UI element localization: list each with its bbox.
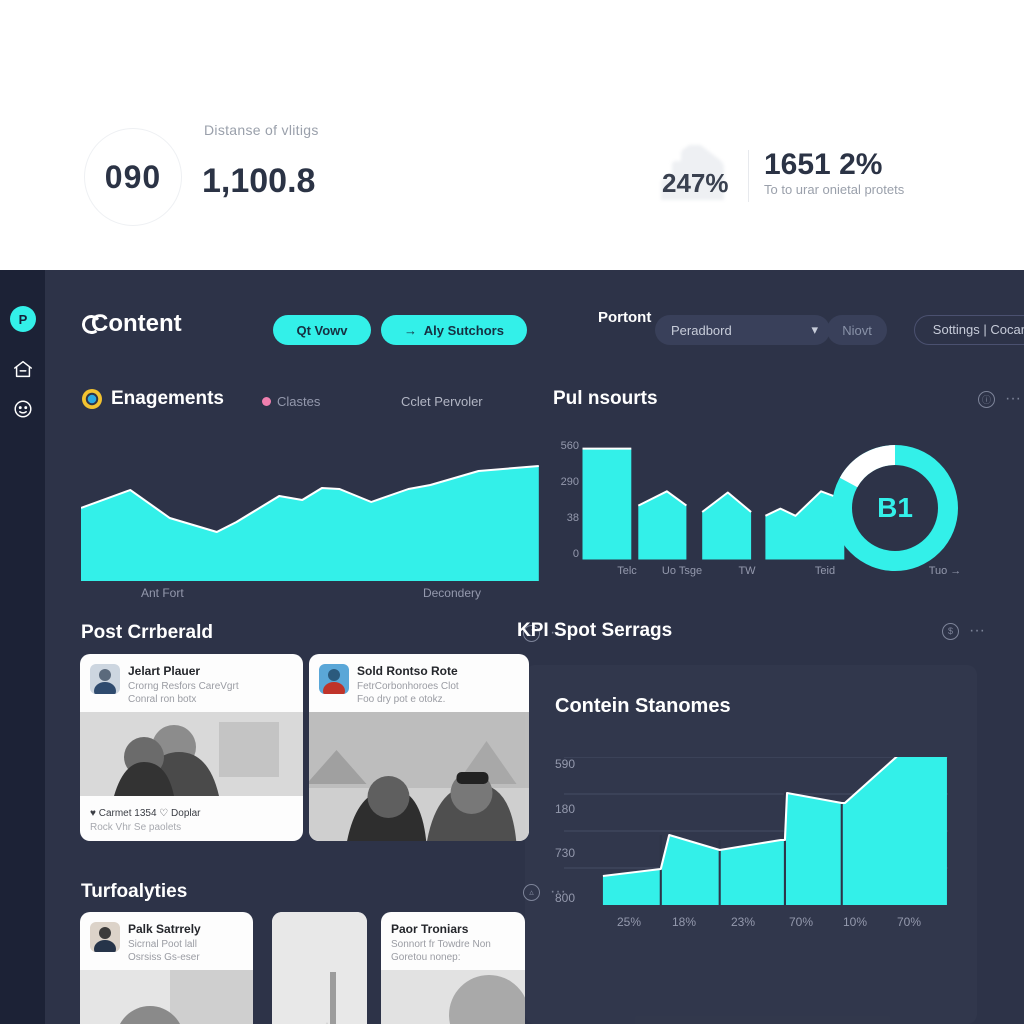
svg-text:B1: B1 bbox=[877, 492, 913, 523]
